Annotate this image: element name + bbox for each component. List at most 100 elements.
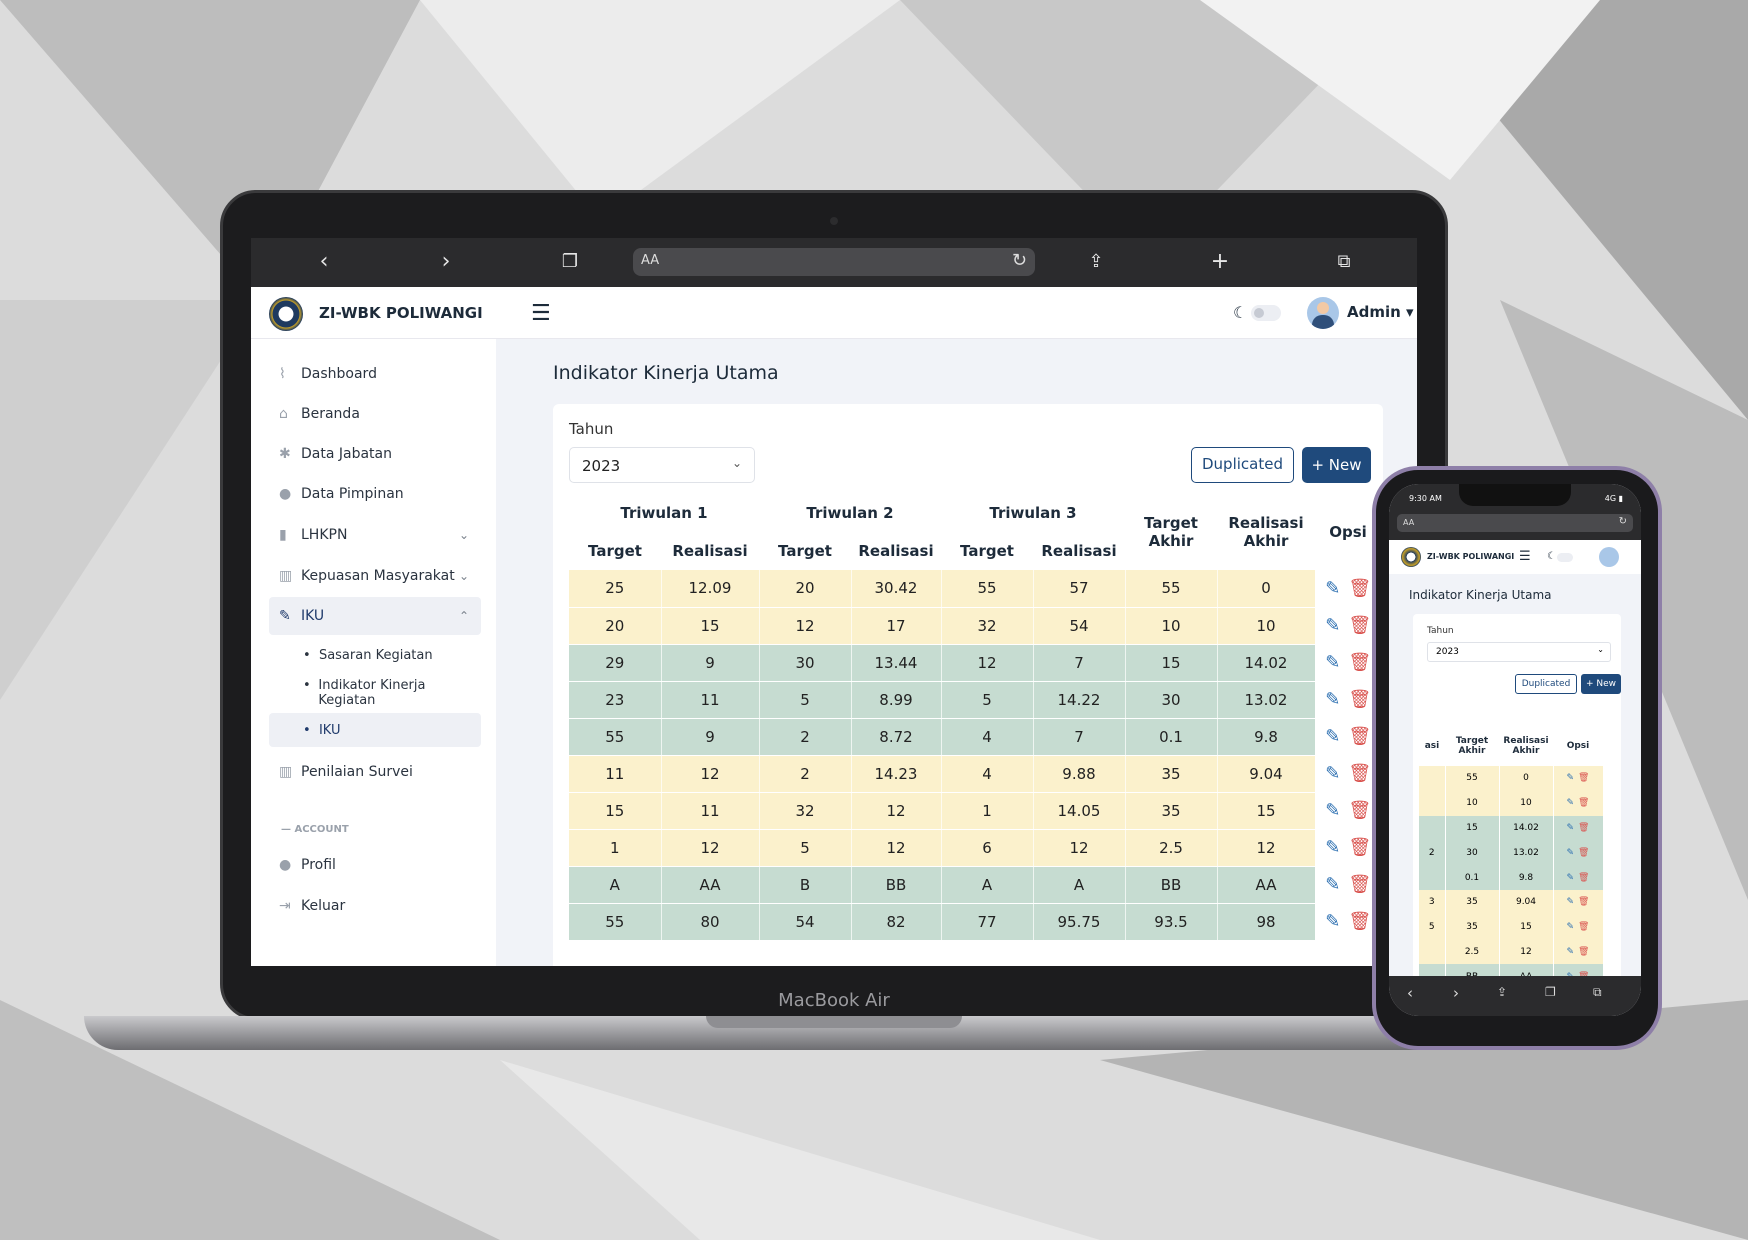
sidebar-item-profil[interactable]: ● Profil — [269, 846, 481, 884]
sidebar-item-data-jabatan[interactable]: ✱ Data Jabatan — [269, 435, 481, 473]
delete-icon[interactable]: 🗑 — [1348, 763, 1372, 784]
edit-icon[interactable]: ✎ — [1325, 837, 1341, 858]
dark-mode-toggle[interactable] — [1557, 553, 1573, 562]
delete-icon[interactable]: 🗑 — [1578, 946, 1590, 957]
phone-duplicated-button[interactable]: Duplicated — [1515, 674, 1577, 694]
laptop-label: MacBook Air — [778, 990, 890, 1011]
sidebar-item-label: Beranda — [301, 406, 360, 422]
bookmarks-icon[interactable]: ❐ — [1545, 985, 1556, 999]
share-icon[interactable]: ⇪ — [1497, 985, 1508, 999]
user-menu[interactable]: Admin ▾ — [1347, 303, 1414, 321]
phone-address-bar[interactable]: AA ↻ — [1397, 514, 1633, 532]
delete-icon[interactable]: 🗑 — [1348, 726, 1372, 747]
tabs-icon[interactable]: ⧉ — [1337, 251, 1351, 272]
edit-icon[interactable]: ✎ — [1325, 800, 1341, 821]
edit-icon[interactable]: ✎ — [1566, 872, 1575, 883]
phone-browser-bottom-bar: ‹ › ⇪ ❐ ⧉ — [1389, 976, 1641, 1016]
edit-icon[interactable]: ✎ — [1566, 847, 1575, 858]
address-bar[interactable]: AA ↻ — [633, 248, 1035, 276]
forward-icon[interactable]: › — [441, 249, 451, 274]
phone-row-actions: ✎🗑 — [1553, 914, 1604, 940]
submenu-indikator-kinerja-kegiatan[interactable]: • Indikator Kinerja Kegiatan — [269, 676, 481, 710]
delete-icon[interactable]: 🗑 — [1348, 689, 1372, 710]
edit-icon[interactable]: ✎ — [1325, 615, 1341, 636]
bookmarks-icon[interactable]: ❐ — [561, 251, 579, 272]
phone-col-target-akhir[interactable]: Target Akhir — [1455, 736, 1489, 756]
avatar[interactable] — [1599, 547, 1619, 567]
sidebar-item-label: Profil — [301, 857, 336, 873]
sidebar-item-keluar[interactable]: ⇥ Keluar — [269, 887, 481, 925]
reader-text-size[interactable]: AA — [641, 253, 660, 268]
new-tab-icon[interactable]: + — [1210, 249, 1230, 274]
edit-icon[interactable]: ✎ — [1566, 897, 1575, 908]
col-target[interactable]: Target — [588, 542, 642, 560]
edit-icon[interactable]: ✎ — [1325, 874, 1341, 895]
menu-icon[interactable]: ☰ — [1519, 549, 1531, 564]
col-realisasi[interactable]: Realisasi — [672, 542, 748, 560]
delete-icon[interactable]: 🗑 — [1348, 837, 1372, 858]
table-cell: 13.44 — [851, 644, 942, 682]
edit-icon[interactable]: ✎ — [1325, 911, 1341, 932]
delete-icon[interactable]: 🗑 — [1348, 578, 1372, 599]
col-realisasi[interactable]: Realisasi — [858, 542, 934, 560]
delete-icon[interactable]: 🗑 — [1578, 798, 1590, 809]
edit-icon[interactable]: ✎ — [1566, 822, 1575, 833]
edit-icon[interactable]: ✎ — [1325, 726, 1341, 747]
forward-icon[interactable]: › — [1453, 984, 1459, 1002]
delete-icon[interactable]: 🗑 — [1578, 922, 1590, 933]
back-icon[interactable]: ‹ — [1407, 984, 1413, 1002]
table-cell: 11 — [661, 792, 760, 830]
reload-icon[interactable]: ↻ — [1618, 516, 1627, 527]
delete-icon[interactable]: 🗑 — [1348, 800, 1372, 821]
edit-icon[interactable]: ✎ — [1566, 946, 1575, 957]
edit-icon[interactable]: ✎ — [1325, 763, 1341, 784]
phone-year-label: Tahun — [1427, 626, 1454, 636]
col-target-akhir[interactable]: Target Akhir — [1144, 514, 1198, 550]
sidebar-item-kepuasan[interactable]: ▥ Kepuasan Masyarakat ⌄ — [269, 557, 481, 595]
sidebar-item-iku[interactable]: ✎ IKU ⌃ — [269, 597, 481, 635]
delete-icon[interactable]: 🗑 — [1578, 822, 1590, 833]
dark-mode-toggle[interactable] — [1251, 305, 1281, 321]
duplicated-button[interactable]: Duplicated — [1191, 447, 1294, 483]
delete-icon[interactable]: 🗑 — [1348, 911, 1372, 932]
sidebar-item-data-pimpinan[interactable]: ● Data Pimpinan — [269, 475, 481, 513]
phone-col-realisasi-akhir[interactable]: Realisasi Akhir — [1503, 736, 1549, 756]
iku-table: Triwulan 1 Triwulan 2 Triwulan 3 Target … — [569, 494, 1381, 941]
col-realisasi-akhir[interactable]: Realisasi Akhir — [1228, 514, 1304, 550]
submenu-sasaran-kegiatan[interactable]: • Sasaran Kegiatan — [303, 647, 433, 663]
new-button[interactable]: + New — [1302, 447, 1371, 483]
edit-icon[interactable]: ✎ — [1566, 773, 1575, 784]
submenu-iku[interactable]: • IKU — [269, 713, 481, 747]
back-icon[interactable]: ‹ — [319, 249, 329, 274]
sidebar-item-penilaian-survei[interactable]: ▥ Penilaian Survei — [269, 753, 481, 791]
reload-icon[interactable]: ↻ — [1011, 250, 1027, 271]
sidebar-item-beranda[interactable]: ⌂ Beranda — [269, 395, 481, 433]
edit-icon[interactable]: ✎ — [1325, 689, 1341, 710]
phone-new-button[interactable]: + New — [1581, 674, 1621, 694]
col-target[interactable]: Target — [960, 542, 1014, 560]
phone-year-select[interactable]: 2023 ⌄ — [1427, 642, 1611, 662]
menu-icon[interactable]: ☰ — [531, 301, 551, 326]
delete-icon[interactable]: 🗑 — [1578, 847, 1590, 858]
avatar[interactable] — [1307, 297, 1339, 329]
edit-icon[interactable]: ✎ — [1325, 652, 1341, 673]
edit-icon[interactable]: ✎ — [1325, 578, 1341, 599]
delete-icon[interactable]: 🗑 — [1348, 652, 1372, 673]
delete-icon[interactable]: 🗑 — [1348, 874, 1372, 895]
edit-icon[interactable]: ✎ — [1566, 922, 1575, 933]
edit-icon[interactable]: ✎ — [1566, 798, 1575, 809]
delete-icon[interactable]: 🗑 — [1348, 615, 1372, 636]
camera — [830, 217, 838, 225]
user-name[interactable]: Admin — [1347, 303, 1401, 321]
delete-icon[interactable]: 🗑 — [1578, 773, 1590, 784]
sidebar-item-lhkpn[interactable]: ▮ LHKPN ⌄ — [269, 516, 481, 554]
tabs-icon[interactable]: ⧉ — [1593, 985, 1602, 999]
delete-icon[interactable]: 🗑 — [1578, 872, 1590, 883]
col-target[interactable]: Target — [778, 542, 832, 560]
share-icon[interactable]: ⇪ — [1088, 251, 1104, 272]
sidebar-item-dashboard[interactable]: ⌇ Dashboard — [269, 355, 481, 393]
year-select[interactable]: 2023 ⌄ — [569, 447, 755, 483]
table-cell: B — [759, 866, 852, 904]
col-realisasi[interactable]: Realisasi — [1041, 542, 1117, 560]
delete-icon[interactable]: 🗑 — [1578, 897, 1590, 908]
